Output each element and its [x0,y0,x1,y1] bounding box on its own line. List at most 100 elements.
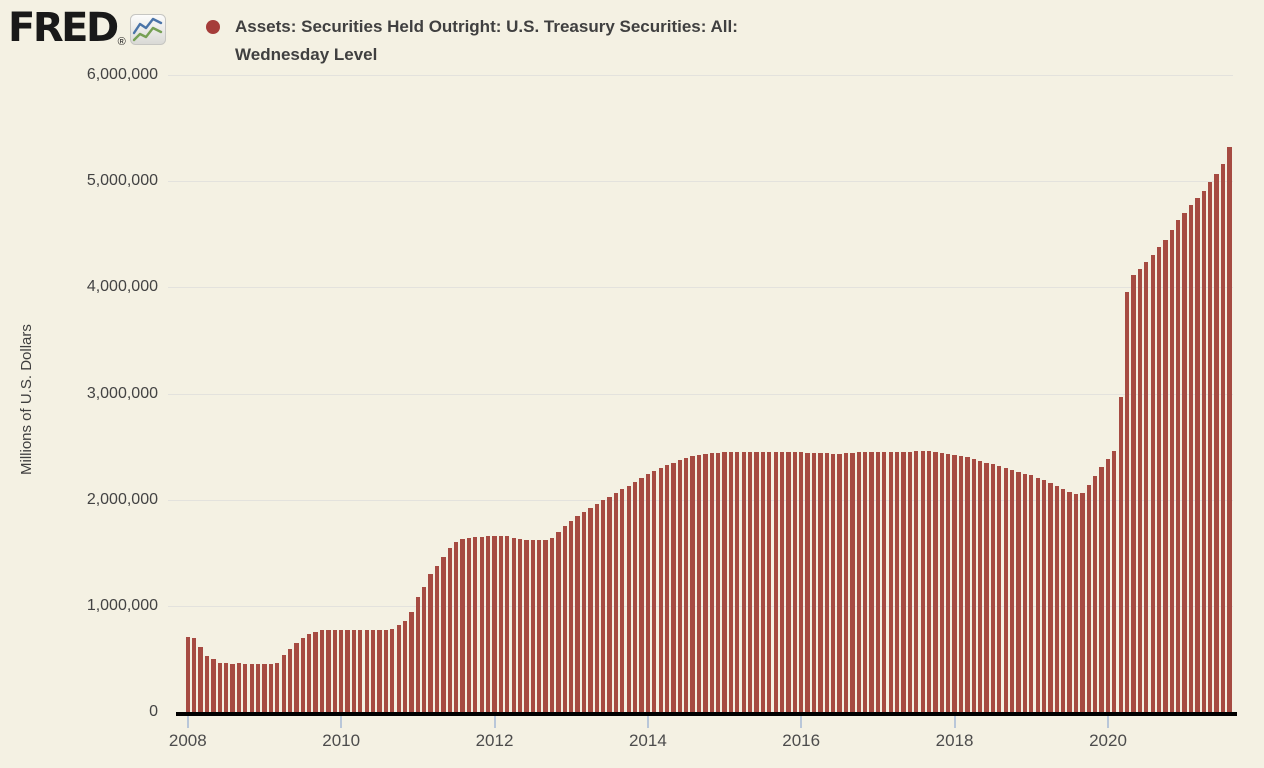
bar[interactable] [294,642,299,712]
bar[interactable] [1131,275,1136,712]
bar[interactable] [370,629,376,712]
bar[interactable] [313,631,318,712]
bar[interactable] [1105,459,1111,712]
bar[interactable] [485,536,491,712]
bar[interactable] [1182,212,1187,712]
bar[interactable] [652,471,657,712]
bar[interactable] [914,451,919,712]
bar[interactable] [300,638,305,712]
bar[interactable] [1073,493,1079,712]
bar[interactable] [307,634,312,712]
bar[interactable] [223,663,229,712]
bar[interactable] [549,537,555,712]
bar[interactable] [339,629,344,712]
bar[interactable] [249,663,254,712]
bar[interactable] [779,452,785,712]
bar[interactable] [588,507,593,712]
bar[interactable] [575,516,580,712]
bar[interactable] [1188,205,1194,712]
bar[interactable] [1093,476,1098,712]
bar[interactable] [422,586,427,712]
bar[interactable] [390,629,395,712]
bar[interactable] [594,503,599,712]
bar[interactable] [498,535,504,712]
bar[interactable] [754,452,759,712]
bar[interactable] [696,454,702,712]
bar[interactable] [511,537,516,712]
bar[interactable] [792,452,797,712]
bar[interactable] [741,452,746,712]
bar[interactable] [1048,483,1053,712]
bar[interactable] [1208,182,1213,712]
bar[interactable] [1150,254,1155,712]
bar[interactable] [1137,268,1143,712]
bar[interactable] [1195,197,1200,712]
bar[interactable] [805,452,810,712]
bar[interactable] [984,462,989,712]
bar[interactable] [562,526,567,712]
bar[interactable] [760,452,766,712]
bar[interactable] [926,451,932,712]
bar[interactable] [1118,396,1123,712]
bar[interactable] [447,547,452,712]
bar[interactable] [716,452,721,712]
bar[interactable] [831,453,836,712]
bar[interactable] [1112,450,1117,712]
bar[interactable] [236,663,242,712]
bar[interactable] [901,451,906,712]
bar[interactable] [671,462,676,712]
bar[interactable] [275,663,280,712]
bar[interactable] [907,451,913,712]
bar[interactable] [703,453,708,712]
bar[interactable] [217,662,222,712]
bar[interactable] [869,452,874,712]
bar[interactable] [626,485,631,712]
bar[interactable] [409,611,414,712]
bar[interactable] [958,455,964,712]
bar[interactable] [997,466,1002,712]
bar[interactable] [569,520,574,712]
bar[interactable] [601,500,606,712]
bar[interactable] [268,663,274,712]
bar[interactable] [965,457,970,712]
bar[interactable] [351,629,357,712]
bar[interactable] [722,452,727,712]
bar[interactable] [818,453,823,712]
bar[interactable] [664,465,670,712]
bar[interactable] [345,629,350,712]
bar[interactable] [620,489,625,712]
bar[interactable] [396,625,401,712]
bar[interactable] [920,451,925,712]
bar[interactable] [530,540,535,712]
bar[interactable] [1156,247,1162,712]
bar[interactable] [543,539,548,712]
bar[interactable] [709,453,714,712]
bar[interactable] [1041,480,1047,712]
bar[interactable] [581,511,587,712]
bar[interactable] [243,663,248,712]
bar[interactable] [1003,468,1008,712]
bar[interactable] [639,478,644,712]
bar[interactable] [1214,173,1219,712]
bar[interactable] [799,452,804,712]
bar[interactable] [632,482,638,712]
bar[interactable] [690,456,695,712]
bar[interactable] [933,451,938,712]
bar[interactable] [1054,486,1059,712]
bar[interactable] [773,452,778,712]
bar[interactable] [402,620,408,712]
bar[interactable] [364,629,369,712]
bar[interactable] [978,460,983,712]
bar[interactable] [786,452,791,712]
bar[interactable] [1176,220,1181,712]
bar[interactable] [1227,147,1232,712]
bar[interactable] [894,451,900,712]
bar[interactable] [230,663,235,712]
bar[interactable] [875,452,881,712]
bar[interactable] [460,539,465,712]
bar[interactable] [684,458,689,712]
bar[interactable] [728,452,734,712]
bar[interactable] [192,637,197,712]
bar[interactable] [358,629,363,712]
bar[interactable] [882,451,887,712]
